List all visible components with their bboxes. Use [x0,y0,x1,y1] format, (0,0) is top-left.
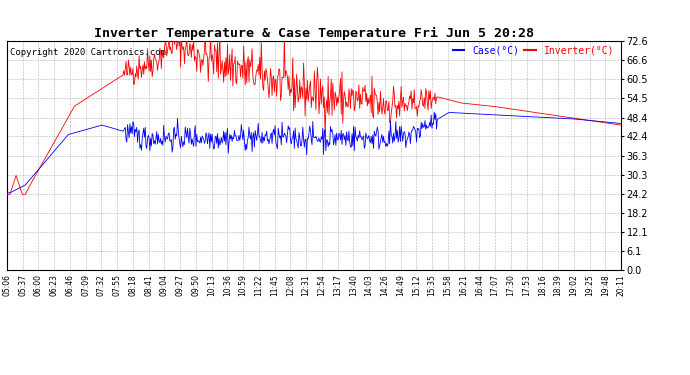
Text: Copyright 2020 Cartronics.com: Copyright 2020 Cartronics.com [10,48,166,57]
Title: Inverter Temperature & Case Temperature Fri Jun 5 20:28: Inverter Temperature & Case Temperature … [94,27,534,40]
Legend: Case(°C), Inverter(°C): Case(°C), Inverter(°C) [449,41,618,59]
